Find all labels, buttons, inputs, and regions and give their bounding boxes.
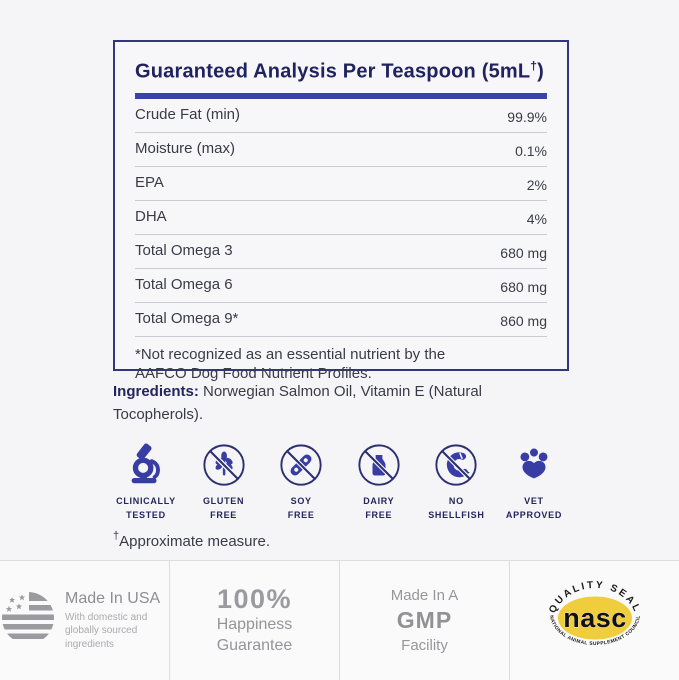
analysis-value: 860 mg bbox=[500, 312, 547, 329]
feature-badge-clinically-tested: CLINICALLY TESTED bbox=[108, 440, 184, 522]
analysis-row: Total Omega 6 680 mg bbox=[135, 269, 547, 303]
analysis-value: 2% bbox=[526, 176, 547, 193]
feature-badge-label: NO SHELLFISH bbox=[428, 496, 485, 520]
title-dagger: † bbox=[530, 59, 538, 73]
accent-bar bbox=[135, 92, 547, 99]
made-in-usa-title: Made In USA bbox=[65, 589, 161, 607]
aafco-footnote: *Not recognized as an essential nutrient… bbox=[135, 345, 446, 383]
happiness-line2: Guarantee bbox=[216, 637, 293, 654]
trust-cell-gmp: Made In A GMP Facility bbox=[339, 561, 509, 680]
gmp-line3: Facility bbox=[401, 636, 448, 654]
ingredients-label: Ingredients: bbox=[113, 383, 199, 400]
measure-dagger: † bbox=[113, 530, 120, 542]
dairy-free-icon bbox=[356, 440, 402, 490]
analysis-label: Moisture (max) bbox=[135, 139, 236, 157]
analysis-row: EPA 2% bbox=[135, 167, 547, 201]
trust-cell-nasc-seal: nasc QUALITY SEAL NATIONAL ANIMAL SUPPLE… bbox=[509, 561, 679, 680]
analysis-value: 680 mg bbox=[500, 278, 547, 295]
analysis-row: Crude Fat (min) 99.9% bbox=[135, 99, 547, 133]
analysis-row: Moisture (max) 0.1% bbox=[135, 133, 547, 167]
ingredients-text: Ingredients: Norwegian Salmon Oil, Vitam… bbox=[113, 381, 485, 426]
trust-cell-made-in-usa: Made In USA With domestic and globally s… bbox=[0, 561, 169, 680]
happiness-percent: 100% bbox=[216, 584, 293, 615]
analysis-label: Total Omega 9* bbox=[135, 309, 239, 327]
trust-cell-happiness-guarantee: 100% Happiness Guarantee bbox=[169, 561, 339, 680]
nasc-quality-seal-icon: nasc QUALITY SEAL NATIONAL ANIMAL SUPPLE… bbox=[533, 577, 657, 664]
feature-badge-dairy-free: DAIRY FREE bbox=[341, 440, 417, 522]
usa-flag-icon bbox=[0, 590, 56, 651]
guaranteed-analysis-panel: Guaranteed Analysis Per Teaspoon (5mL†) … bbox=[113, 40, 569, 382]
feature-badge-label: CLINICALLY TESTED bbox=[116, 496, 176, 520]
feature-badge-label: GLUTEN FREE bbox=[202, 496, 245, 520]
gluten-free-icon bbox=[201, 440, 247, 490]
nasc-center-text: nasc bbox=[563, 603, 627, 633]
analysis-label: Total Omega 6 bbox=[135, 275, 233, 293]
analysis-value: 0.1% bbox=[515, 142, 547, 159]
happiness-line1: Happiness bbox=[216, 616, 293, 634]
feature-badge-no-shellfish: NO SHELLFISH bbox=[418, 440, 494, 522]
panel-title: Guaranteed Analysis Per Teaspoon (5mL†) bbox=[135, 59, 545, 83]
ingredients-value: Norwegian Salmon Oil, Vitamin E (Natural… bbox=[113, 383, 483, 423]
no-shellfish-icon bbox=[433, 440, 479, 490]
trust-bar: Made In USA With domestic and globally s… bbox=[0, 560, 679, 680]
analysis-value: 4% bbox=[526, 210, 547, 227]
feature-badges-row: CLINICALLY TESTED GLUTEN FREE bbox=[108, 440, 572, 522]
gmp-line2: GMP bbox=[396, 607, 453, 634]
analysis-value: 99.9% bbox=[507, 108, 547, 125]
analysis-label: Crude Fat (min) bbox=[135, 105, 241, 123]
feature-badge-label: SOY FREE bbox=[287, 496, 315, 520]
analysis-row: Total Omega 3 680 mg bbox=[135, 235, 547, 269]
paw-icon bbox=[511, 440, 557, 490]
feature-badge-label: DAIRY FREE bbox=[363, 496, 395, 520]
analysis-value: 680 mg bbox=[500, 244, 547, 261]
analysis-label: EPA bbox=[135, 173, 164, 191]
gmp-line1: Made In A bbox=[390, 587, 459, 605]
soy-free-icon bbox=[278, 440, 324, 490]
feature-badge-soy-free: SOY FREE bbox=[263, 440, 339, 522]
approximate-measure-note: †Approximate measure. bbox=[113, 530, 271, 550]
analysis-row: DHA 4% bbox=[135, 201, 547, 235]
microscope-icon bbox=[123, 440, 169, 490]
analysis-label: DHA bbox=[135, 207, 167, 225]
made-in-usa-subtitle: With domestic and globally sourced ingre… bbox=[65, 611, 148, 650]
analysis-label: Total Omega 3 bbox=[135, 241, 233, 259]
feature-badge-label: VET APPROVED bbox=[505, 496, 563, 520]
feature-badge-gluten-free: GLUTEN FREE bbox=[186, 440, 262, 522]
feature-badge-vet-approved: VET APPROVED bbox=[496, 440, 572, 522]
analysis-row: Total Omega 9* 860 mg bbox=[135, 303, 547, 337]
